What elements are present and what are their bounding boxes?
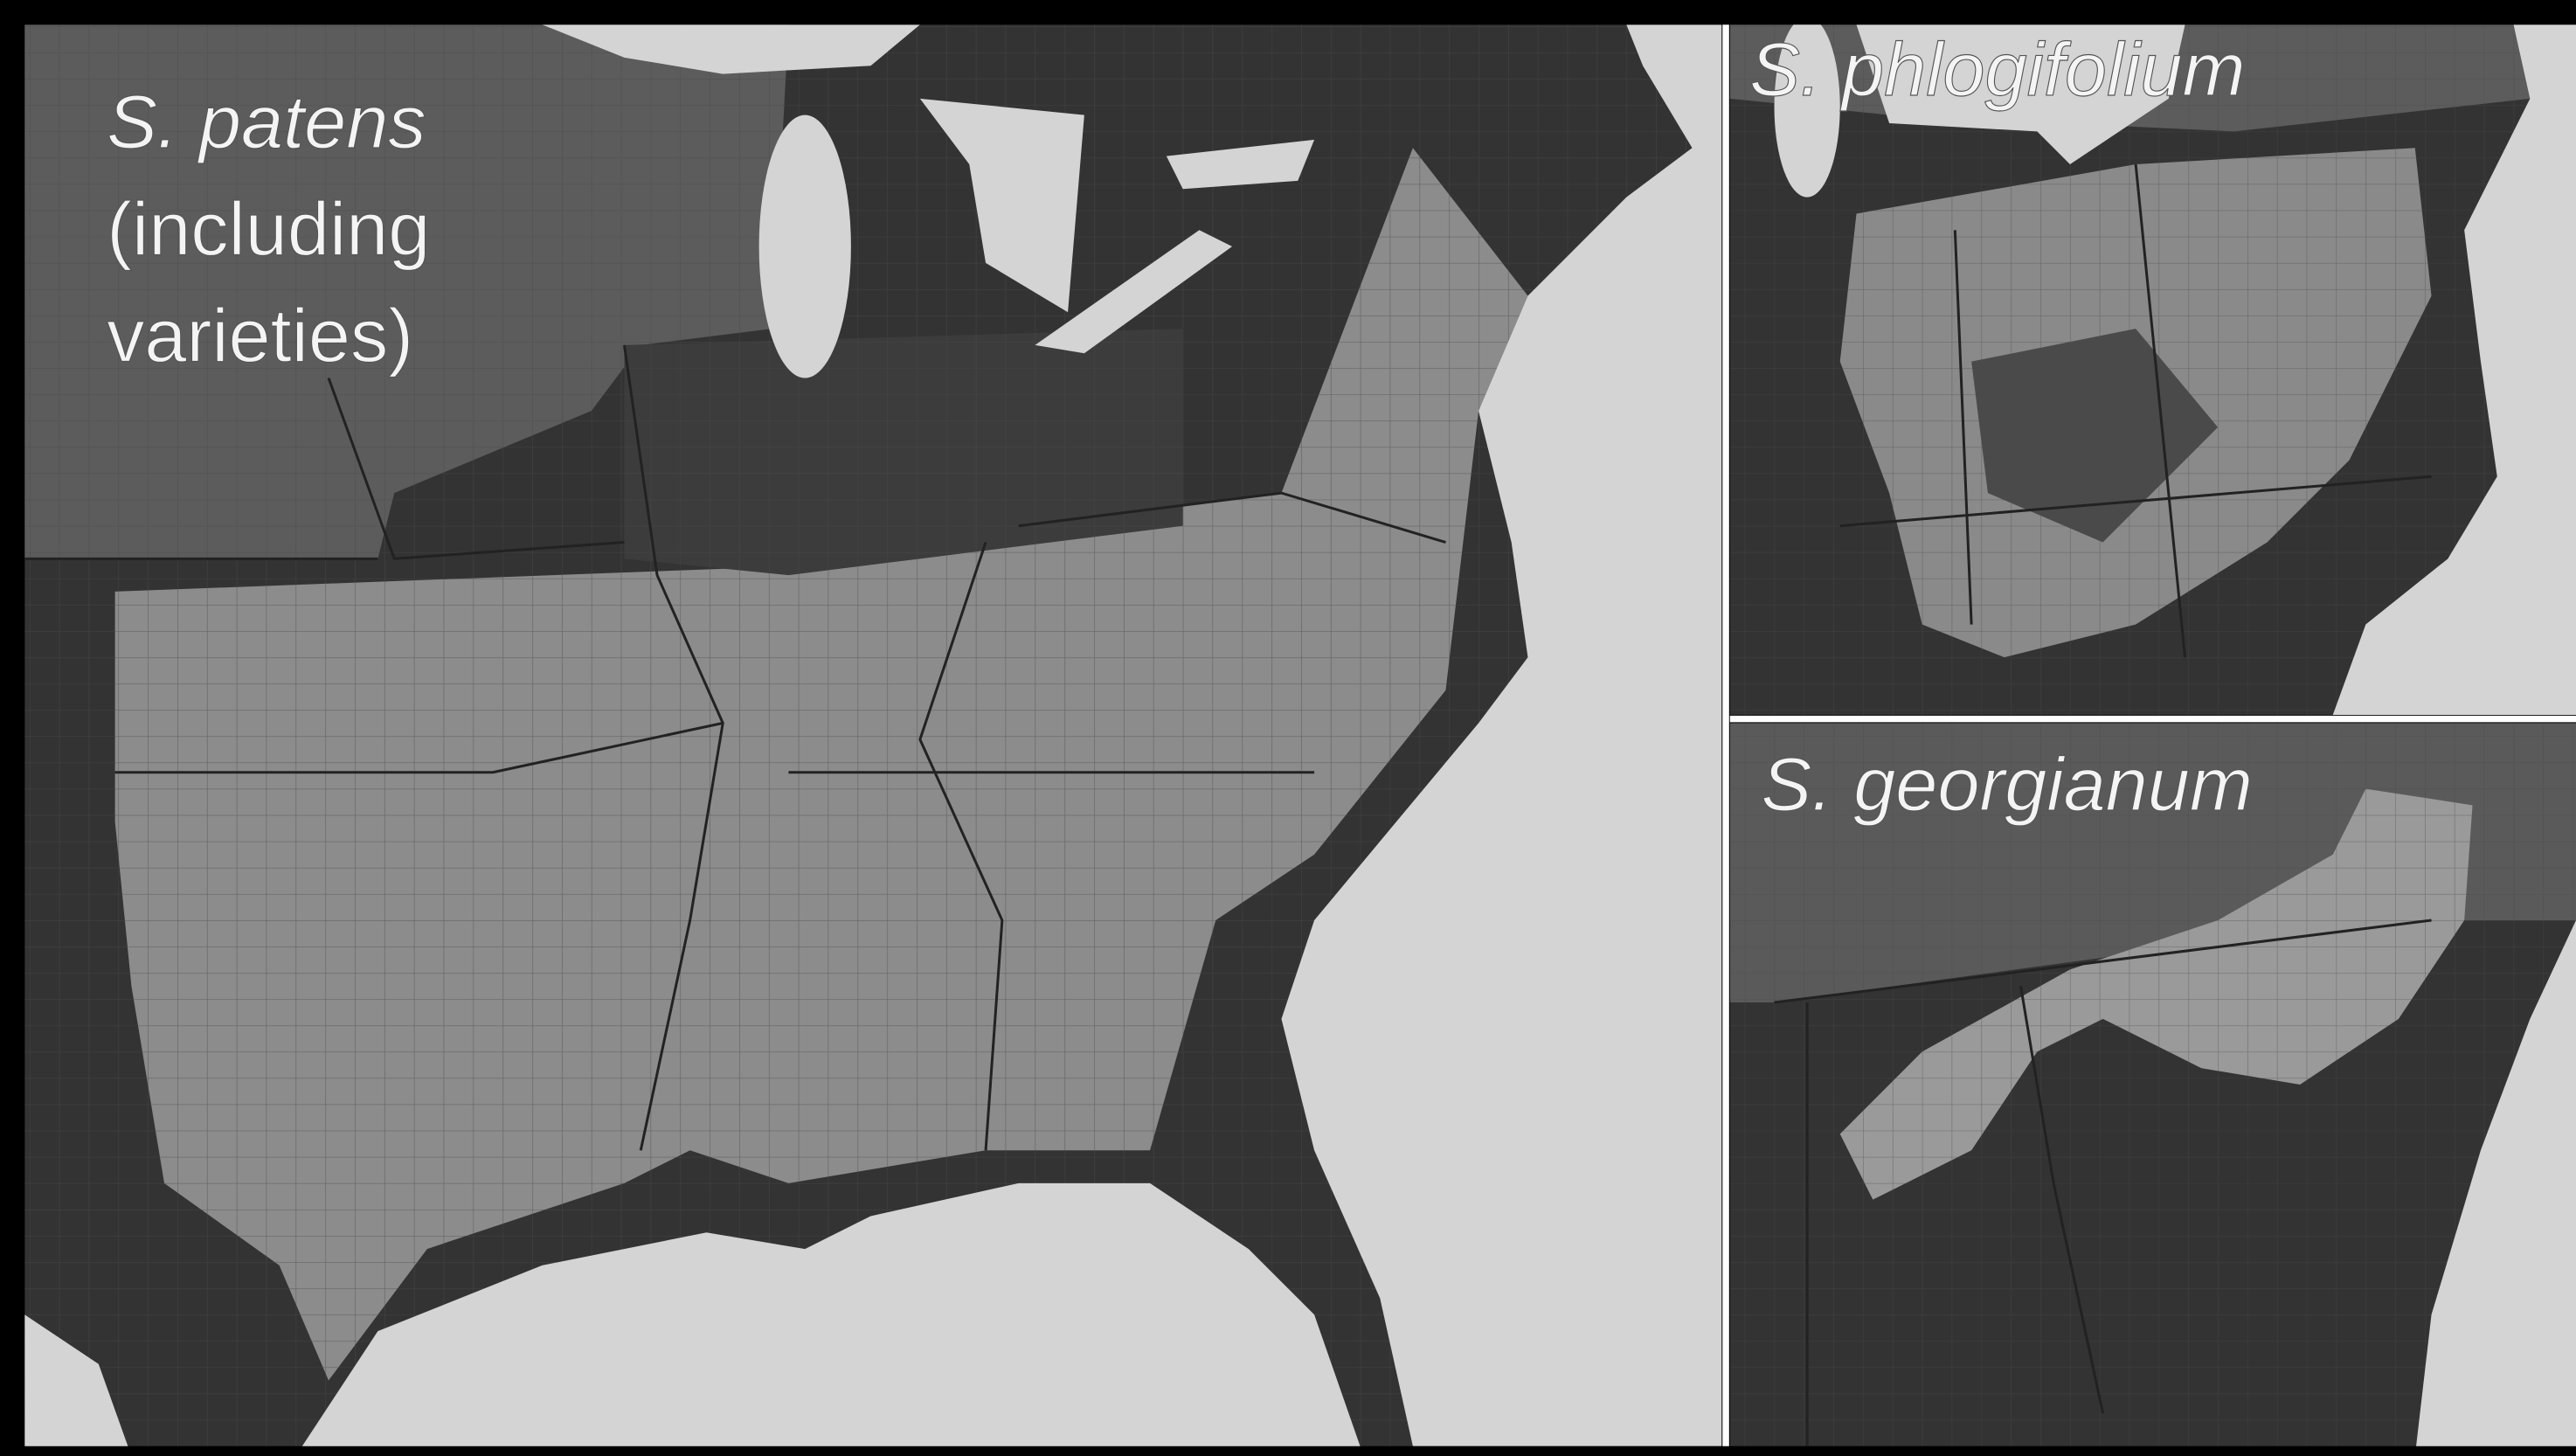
species-label: S. patens bbox=[107, 80, 426, 164]
map-panel: S. georgianum bbox=[1730, 723, 2576, 1456]
lake-michigan bbox=[759, 115, 851, 378]
page: {"panels": [ {"title": "S. patens", "not… bbox=[0, 0, 2576, 1456]
map-panel: S. phlogifolium bbox=[1730, 17, 2576, 715]
species-note: (including bbox=[107, 187, 430, 271]
species-label: S. phlogifolium bbox=[1749, 28, 2245, 112]
map-panel: S. patens (including varieties) bbox=[24, 24, 1721, 1456]
species-note: varieties) bbox=[107, 295, 413, 378]
figure: S. patens (including varieties) S. phlog… bbox=[0, 0, 2576, 1456]
species-label: S. georgianum bbox=[1761, 743, 2252, 827]
